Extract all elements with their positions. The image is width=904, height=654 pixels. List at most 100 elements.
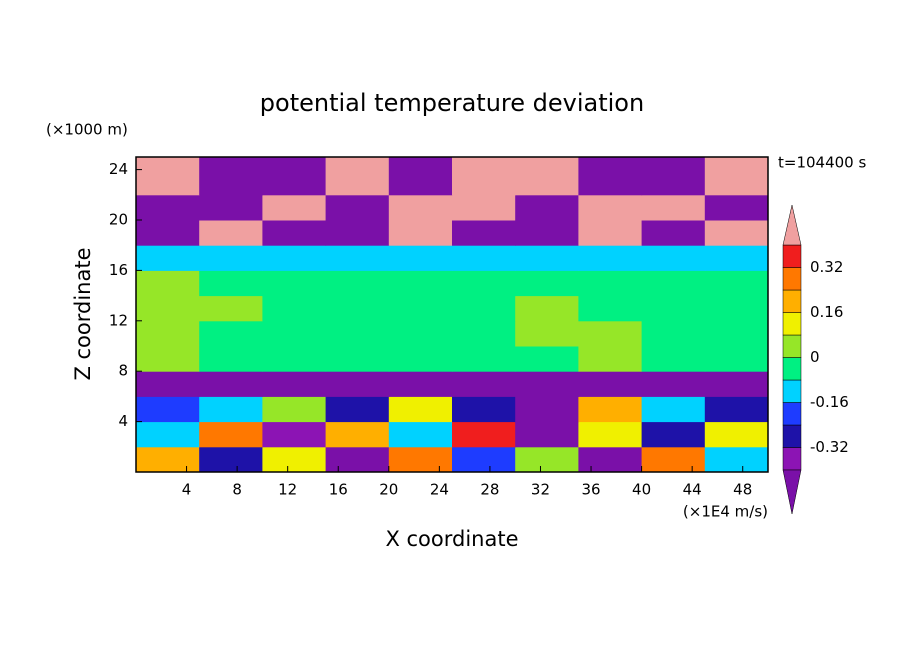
colorbar-box [782, 312, 802, 336]
contour-cell [262, 371, 327, 397]
contour-cell [452, 446, 516, 473]
contour-cell [325, 320, 390, 347]
y-tick-label: 4 [118, 412, 128, 430]
contour-cell [578, 157, 643, 196]
colorbar-box [782, 402, 802, 426]
contour-cell [641, 245, 706, 271]
contour-cell [578, 220, 643, 246]
y-tick-label: 12 [109, 311, 128, 329]
contour-cell [388, 245, 453, 271]
contour-cell [262, 245, 327, 271]
x-tick-label: 48 [733, 481, 752, 499]
contour-cell [641, 421, 706, 448]
contour-cell [388, 157, 453, 196]
contour-cell [578, 320, 643, 347]
colorbar-box [782, 244, 802, 268]
colorbar-low-triangle [782, 469, 802, 515]
contour-cell [452, 371, 516, 397]
colorbar-box [782, 447, 802, 471]
x-tick-label: 8 [232, 481, 242, 499]
contour-cell [136, 396, 200, 423]
y-tick-label: 20 [109, 211, 128, 229]
contour-cell [641, 194, 706, 221]
contour-cell [388, 396, 453, 423]
x-tick-label: 40 [632, 481, 651, 499]
contour-cell [515, 320, 579, 347]
contour-cell [578, 270, 643, 297]
contour-cell [325, 346, 390, 372]
contour-cell [515, 270, 579, 297]
contour-cell [262, 320, 327, 347]
contour-cell [199, 295, 263, 322]
x-unit: (×1E4 m/s) [683, 503, 768, 521]
contour-cell [325, 396, 390, 423]
contour-cell [578, 421, 643, 448]
contour-cell [452, 295, 516, 322]
contour-cell [641, 270, 706, 297]
contour-cell [136, 320, 200, 347]
contour-cell [136, 346, 200, 372]
contour-cell [388, 320, 453, 347]
contour-cell [199, 157, 263, 196]
contour-cell [199, 194, 263, 221]
contour-cell [704, 396, 769, 423]
contour-cell [704, 371, 769, 397]
contour-cell [199, 220, 263, 246]
contour-cell [388, 295, 453, 322]
colorbar-box [782, 357, 802, 381]
contour-cell [262, 194, 327, 221]
contour-cell [325, 220, 390, 246]
contour-cell [136, 245, 200, 271]
x-tick-label: 36 [581, 481, 600, 499]
contour-cell [388, 346, 453, 372]
contour-cell [262, 346, 327, 372]
contour-cell [262, 295, 327, 322]
contour-cell [704, 295, 769, 322]
contour-cell [325, 245, 390, 271]
contour-cell [388, 446, 453, 473]
contour-cell [199, 446, 263, 473]
contour-cell [704, 245, 769, 271]
contour-cell [388, 371, 453, 397]
contour-cell [262, 270, 327, 297]
y-unit: (×1000 m) [46, 121, 128, 139]
contour-cell [578, 245, 643, 271]
x-tick-label: 20 [379, 481, 398, 499]
colorbar-tick-label: -0.16 [810, 393, 849, 411]
contour-cell [515, 446, 579, 473]
contour-cell [578, 295, 643, 322]
contour-cell [136, 371, 200, 397]
contour-cell [515, 371, 579, 397]
plot-frame [135, 156, 769, 473]
contour-cell [388, 194, 453, 221]
contour-cell [452, 320, 516, 347]
contour-cell [262, 446, 327, 473]
contour-cell [641, 396, 706, 423]
contour-cell [515, 346, 579, 372]
contour-cell [452, 396, 516, 423]
x-tick-label: 16 [329, 481, 348, 499]
contour-cell [388, 270, 453, 297]
contour-cell [199, 270, 263, 297]
contour-cell [388, 220, 453, 246]
contour-cell [199, 371, 263, 397]
contour-cell [578, 194, 643, 221]
contour-cell [641, 220, 706, 246]
contour-cell [199, 396, 263, 423]
contour-cell [136, 446, 200, 473]
contour-cell [515, 421, 579, 448]
contour-cell [704, 346, 769, 372]
x-tick-label: 24 [430, 481, 449, 499]
contour-cell [452, 157, 516, 196]
contour-cell [199, 245, 263, 271]
contour-cell [262, 157, 327, 196]
contour-cell [704, 270, 769, 297]
contour-cell [704, 320, 769, 347]
contour-cell [388, 421, 453, 448]
x-tick-label: 12 [278, 481, 297, 499]
contour-cell [325, 446, 390, 473]
contour-cell [578, 371, 643, 397]
contour-cell [325, 371, 390, 397]
contour-cell [199, 421, 263, 448]
